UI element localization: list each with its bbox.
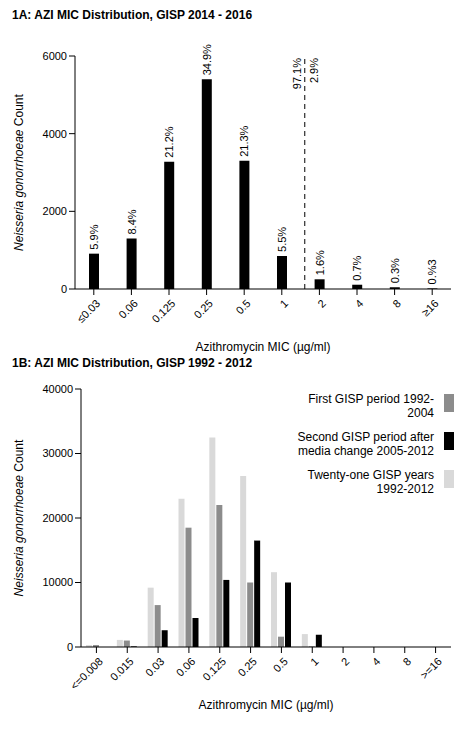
svg-text:2: 2	[339, 655, 352, 668]
svg-text:0.25: 0.25	[235, 655, 259, 679]
svg-text:0.25: 0.25	[191, 297, 215, 321]
svg-text:6000: 6000	[43, 50, 67, 62]
svg-text:Neisseria gonorrhoeae Count: Neisseria gonorrhoeae Count	[12, 439, 26, 596]
html-text:Twenty-one GISP years 1992-201: Twenty-one GISP years 1992-2012	[307, 468, 434, 496]
svg-text:4000: 4000	[43, 128, 67, 140]
svg-text:0.03: 0.03	[143, 655, 167, 679]
svg-text:2: 2	[315, 297, 328, 310]
svg-text:0.06: 0.06	[116, 297, 140, 321]
html-text:1A: AZI MIC Distribution, GISP: 1A: AZI MIC Distribution, GISP 2014 - 20…	[12, 8, 253, 22]
svg-text:0.7%: 0.7%	[351, 255, 363, 280]
svg-text:0: 0	[61, 283, 67, 295]
svg-text:0.125: 0.125	[200, 655, 228, 683]
svg-text:0.5: 0.5	[233, 297, 252, 316]
svg-text:0: 0	[67, 641, 73, 653]
svg-text:0.06: 0.06	[174, 655, 198, 679]
svg-text:1.6%: 1.6%	[314, 250, 326, 275]
svg-text:0.125: 0.125	[150, 297, 178, 325]
svg-text:8: 8	[400, 655, 413, 668]
svg-text:97.1%: 97.1%	[291, 58, 303, 89]
svg-text:4: 4	[370, 655, 383, 668]
svg-text:4: 4	[353, 297, 366, 310]
html-text:1B: AZI MIC Distribution, GISP: 1B: AZI MIC Distribution, GISP 1992 - 20…	[12, 356, 253, 370]
svg-text:40000: 40000	[42, 383, 73, 395]
svg-text:≥16: ≥16	[419, 297, 440, 318]
svg-text:Azithromycin MIC (µg/ml): Azithromycin MIC (µg/ml)	[199, 698, 334, 712]
svg-text:21.3%: 21.3%	[238, 125, 250, 156]
svg-text:30000: 30000	[42, 447, 73, 459]
svg-text:1: 1	[308, 655, 321, 668]
svg-text:0.3%: 0.3%	[389, 258, 401, 283]
html-text:Second GISP period after media: Second GISP period after media change 20…	[297, 430, 434, 458]
svg-text:2000: 2000	[43, 205, 67, 217]
svg-text:8: 8	[390, 297, 403, 310]
svg-text:0.015: 0.015	[108, 655, 136, 683]
svg-text:10000: 10000	[42, 576, 73, 588]
svg-text:0.%3: 0.%3	[426, 259, 438, 284]
svg-text:5.9%: 5.9%	[88, 224, 100, 249]
svg-text:34.9%: 34.9%	[201, 44, 213, 75]
svg-text:8.4%: 8.4%	[126, 209, 138, 234]
svg-text:1: 1	[277, 297, 290, 310]
svg-text:>=16: >=16	[418, 655, 444, 681]
svg-text:0.5: 0.5	[271, 655, 290, 674]
svg-text:21.2%: 21.2%	[163, 126, 175, 157]
svg-text:≤0.03: ≤0.03	[74, 297, 102, 325]
svg-text:<=0.008: <=0.008	[68, 655, 105, 692]
svg-text:20000: 20000	[42, 512, 73, 524]
svg-text:2.9%: 2.9%	[308, 58, 320, 83]
html-text:First GISP period 1992-2004: First GISP period 1992-2004	[308, 392, 434, 420]
svg-text:Neisseria gonorrhoeae Count: Neisseria gonorrhoeae Count	[12, 93, 26, 250]
svg-text:Azithromycin MIC (µg/ml): Azithromycin MIC (µg/ml)	[196, 340, 331, 354]
svg-text:5.5%: 5.5%	[276, 227, 288, 252]
